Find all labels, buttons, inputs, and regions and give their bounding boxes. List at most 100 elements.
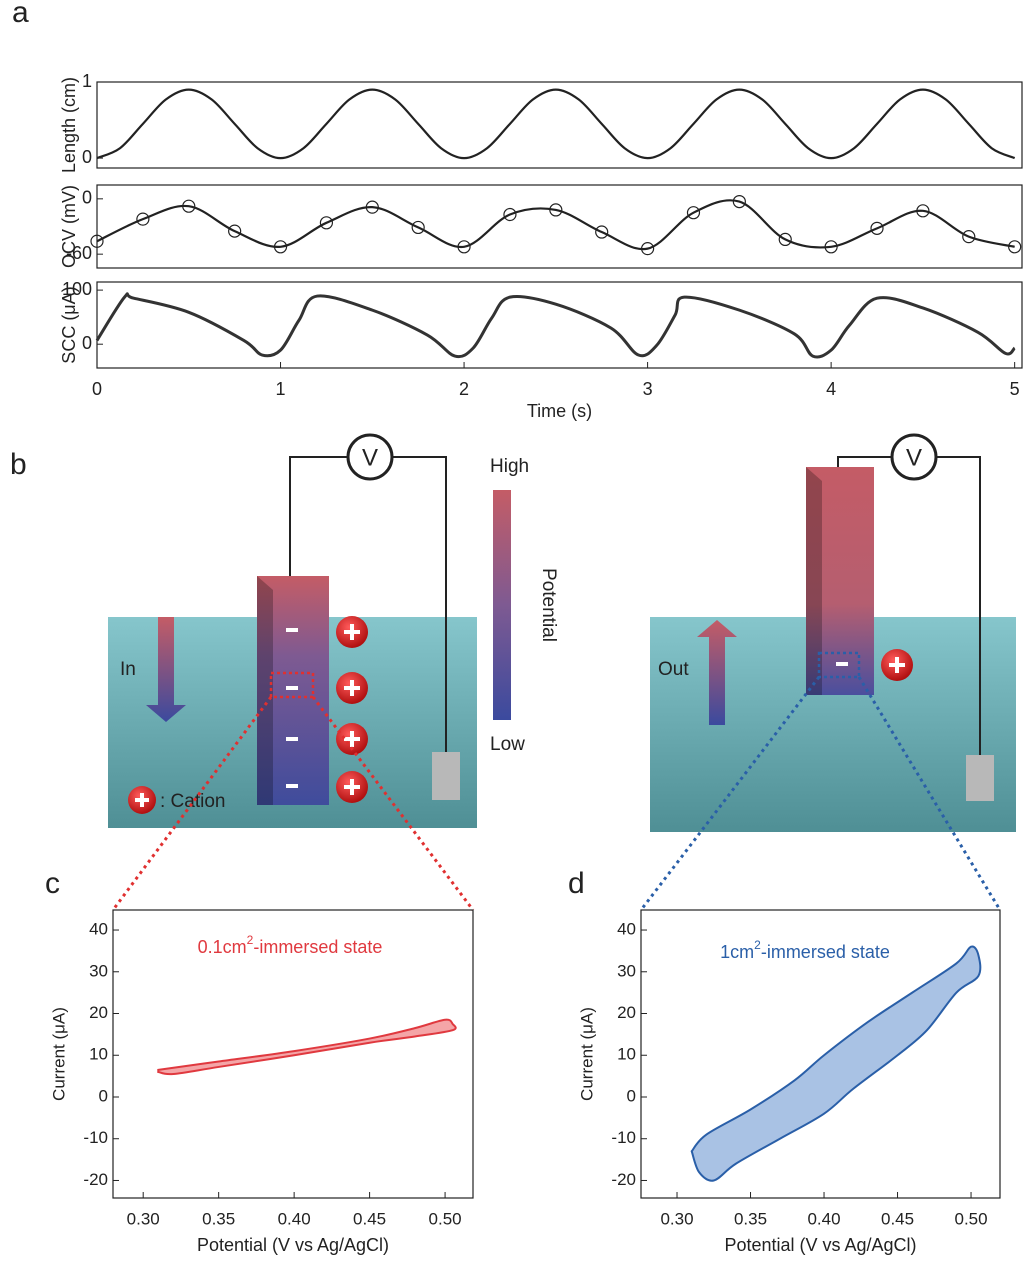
diagram: b V In : Cation High Low Potential V Out — [10, 433, 1016, 911]
panel-label: a — [12, 0, 29, 29]
x-tick-label: 0.35 — [734, 1209, 767, 1228]
data-point — [228, 224, 242, 238]
data-loop — [157, 1018, 457, 1076]
data-point — [503, 207, 517, 222]
plot-frame — [96, 184, 1023, 269]
data-point — [273, 240, 288, 254]
data-point — [640, 242, 655, 256]
data-line — [96, 88, 1016, 160]
y-tick-label: 100 — [62, 279, 92, 299]
chart: -20 -10 0 10 20 30 40 0.30 0.35 0.40 0.45 0.50 Curre… — [568, 867, 1001, 1255]
voltmeter — [890, 433, 938, 481]
zoom-line — [311, 696, 475, 911]
data-point — [686, 206, 701, 220]
data-point — [870, 221, 884, 235]
x-tick-label: 0.40 — [807, 1209, 840, 1228]
in-label: In — [120, 659, 136, 680]
data-line — [96, 199, 1015, 251]
y-tick-label: 40 — [89, 920, 108, 939]
y-tick-label: -20 — [83, 1170, 108, 1189]
data-point — [824, 240, 838, 254]
zoom-line — [111, 696, 273, 911]
x-tick-label: 2 — [459, 379, 469, 399]
x-tick-label: 0.35 — [202, 1209, 235, 1228]
y-axis-label: Current (μA) — [577, 1007, 596, 1101]
chart: -20 -10 0 10 20 30 40 0.30 0.35 0.40 0.45 0.50 Curre… — [45, 867, 474, 1255]
y-axis-label: Current (μA) — [49, 1007, 68, 1101]
y-tick-label: 0 — [99, 1086, 108, 1105]
y-tick-label: -20 — [611, 1170, 636, 1189]
x-tick-label: 0.30 — [127, 1209, 160, 1228]
plus-sign — [895, 657, 899, 673]
negative-charges — [286, 628, 298, 788]
colorbar-low: Low — [490, 734, 525, 755]
electrode-shade — [806, 467, 822, 695]
data-point — [136, 212, 150, 226]
annotation-part: 0.1cm — [198, 937, 247, 957]
colorbar-high: High — [490, 456, 529, 477]
x-tick-label: 4 — [826, 379, 836, 399]
y-tick-label: -60 — [66, 243, 92, 263]
zoom-line — [857, 676, 1002, 911]
out-label: Out — [658, 659, 689, 680]
plot-frame — [96, 81, 1023, 169]
x-tick-label: 5 — [1010, 379, 1020, 399]
annotation-part: 2 — [247, 933, 254, 947]
colorbar-title: Potential — [538, 568, 559, 642]
y-tick-label: -10 — [611, 1128, 636, 1147]
data-point — [1008, 240, 1022, 254]
data-point — [778, 232, 792, 247]
data-point — [90, 234, 104, 248]
voltmeter-label: V — [362, 444, 378, 471]
x-tick-label: 0.45 — [881, 1209, 914, 1228]
y-axis-label: SCC (μA) — [59, 286, 79, 363]
data-point — [962, 230, 976, 244]
counter-electrode — [432, 752, 460, 800]
y-tick-label: 40 — [617, 920, 636, 939]
chart: 0 100 0 1 2 3 4 5 SCC (μA) Time (s) — [59, 279, 1023, 421]
x-axis-label: Potential (V vs Ag/AgCl) — [197, 1235, 389, 1255]
colorbar — [493, 490, 511, 720]
x-tick-label: 0.50 — [954, 1209, 987, 1228]
x-tick-label: 1 — [276, 379, 286, 399]
y-tick-label: 0 — [627, 1086, 636, 1105]
y-tick-label: 10 — [617, 1045, 636, 1064]
x-tick-label: 3 — [643, 379, 653, 399]
wire — [837, 456, 892, 467]
data-point — [549, 203, 563, 217]
data-line — [95, 292, 1016, 359]
arrow-in — [146, 617, 186, 722]
y-tick-label: 10 — [89, 1045, 108, 1064]
electrode — [257, 576, 329, 805]
data-point — [319, 216, 334, 230]
data-loop — [690, 945, 982, 1182]
panel-label: d — [568, 867, 585, 900]
wire — [936, 456, 981, 765]
x-tick-label: 0.30 — [660, 1209, 693, 1228]
annotation-part: 2 — [754, 938, 761, 952]
plot-frame — [112, 909, 474, 1199]
counter-electrode — [966, 755, 994, 801]
data-point — [457, 240, 471, 254]
annotation: 1cm2-immersed state — [720, 938, 890, 962]
zoom-box — [817, 651, 861, 679]
annotation-part: 1cm — [720, 942, 754, 962]
voltmeter — [346, 433, 394, 481]
data-point — [365, 200, 379, 214]
x-axis-label: Time (s) — [527, 401, 592, 421]
plus-signs — [135, 624, 360, 807]
x-tick-label: 0 — [92, 379, 102, 399]
y-axis-label: OCV (mV) — [59, 185, 79, 268]
x-tick-label: 0.50 — [429, 1209, 462, 1228]
zoom-box — [269, 671, 315, 699]
y-axis-label: Length (cm) — [59, 77, 79, 173]
x-tick-label: 0.40 — [278, 1209, 311, 1228]
x-axis-label: Potential (V vs Ag/AgCl) — [724, 1235, 916, 1255]
y-tick-label: 0 — [82, 333, 92, 353]
electrode — [806, 467, 874, 695]
y-tick-label: 0 — [82, 147, 92, 167]
negative-charge — [836, 662, 848, 666]
